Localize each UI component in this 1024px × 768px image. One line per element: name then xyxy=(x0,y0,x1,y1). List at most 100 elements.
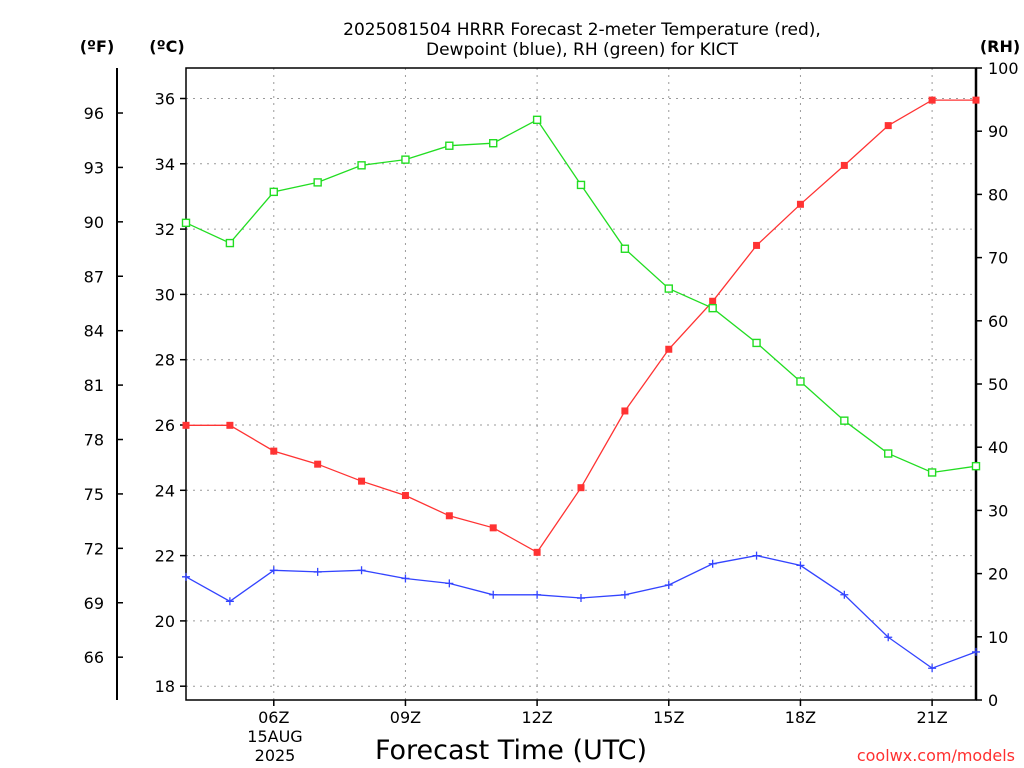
dewpoint-point xyxy=(445,579,454,588)
fahrenheit-tick-label: 90 xyxy=(84,213,104,232)
fahrenheit-tick-label: 96 xyxy=(84,104,104,123)
celsius-tick-label: 32 xyxy=(155,220,175,239)
fahrenheit-tick-label: 93 xyxy=(84,158,104,177)
temperature-point xyxy=(577,484,585,492)
temperature-point xyxy=(182,421,190,429)
temperature-point xyxy=(533,548,541,556)
rh-point xyxy=(620,244,630,253)
rh-tick-label: 60 xyxy=(988,312,1008,331)
rh-point xyxy=(225,238,235,248)
rh-point xyxy=(576,180,586,190)
dewpoint-point xyxy=(225,597,234,606)
celsius-tick-label: 34 xyxy=(155,155,175,174)
temperature-point xyxy=(358,477,366,485)
celsius-tick-label: 30 xyxy=(155,285,175,304)
temperature-point xyxy=(709,297,717,305)
temperature-point xyxy=(972,96,980,104)
temperature-point xyxy=(445,512,453,520)
celsius-tick-label: 22 xyxy=(155,547,175,566)
rh-tick-label: 40 xyxy=(988,438,1008,457)
dewpoint-point xyxy=(489,590,498,599)
rh-point xyxy=(884,449,893,458)
temperature-point xyxy=(796,200,804,208)
dewpoint-point xyxy=(708,559,717,568)
rh-tick-label: 0 xyxy=(988,691,998,710)
dewpoint-point xyxy=(796,561,805,570)
rh-point xyxy=(708,303,717,313)
dewpoint-point xyxy=(269,566,278,575)
grid-lines xyxy=(186,68,976,700)
dewpoint-point xyxy=(620,590,629,599)
dewpoint-point xyxy=(884,633,893,642)
fahrenheit-axis-ticks: 66 69 72 75 78 81 84 87 90 93 96 xyxy=(84,104,123,667)
chart-title-line-2: Dewpoint (blue), RH (green) for KICT xyxy=(426,40,739,60)
fahrenheit-tick-label: 72 xyxy=(84,539,104,558)
fahrenheit-tick-label: 75 xyxy=(84,485,104,504)
dewpoint-point xyxy=(313,567,322,576)
plot-frame xyxy=(185,67,977,701)
rh-point xyxy=(313,178,322,187)
rh-tick-label: 80 xyxy=(988,185,1008,204)
credit-link[interactable]: coolwx.com/models xyxy=(857,746,1015,765)
time-tick-label: 21Z xyxy=(916,708,947,727)
rh-point xyxy=(796,377,805,386)
fahrenheit-tick-label: 84 xyxy=(84,322,104,341)
temperature-point xyxy=(928,96,936,104)
fahrenheit-tick-label: 69 xyxy=(84,594,104,613)
celsius-tick-label: 26 xyxy=(155,416,175,435)
rh-point xyxy=(445,141,454,150)
celsius-tick-label: 28 xyxy=(155,351,175,370)
dewpoint-point xyxy=(972,647,980,656)
dewpoint-point xyxy=(664,580,673,589)
celsius-tick-label: 18 xyxy=(155,677,175,696)
rh-tick-label: 50 xyxy=(988,375,1008,394)
temperature-point xyxy=(840,161,848,169)
temperature-point xyxy=(621,407,629,415)
rh-point xyxy=(664,284,673,293)
time-axis-ticks: 06Z 09Z 12Z 15Z 18Z 21Z xyxy=(258,700,948,727)
dewpoint-point xyxy=(357,566,366,575)
time-tick-label: 09Z xyxy=(390,708,421,727)
time-tick-label: 12Z xyxy=(521,708,552,727)
temperature-point xyxy=(314,460,322,468)
time-tick-label: 18Z xyxy=(785,708,816,727)
temperature-point xyxy=(226,421,234,429)
rh-line xyxy=(185,118,977,474)
rh-point xyxy=(752,338,761,348)
rh-point xyxy=(269,187,278,197)
rh-point xyxy=(489,139,498,148)
celsius-tick-label: 36 xyxy=(155,90,175,109)
temperature-point xyxy=(270,447,278,455)
rh-point xyxy=(357,161,366,170)
rh-point xyxy=(181,218,191,228)
rh-tick-label: 90 xyxy=(988,122,1008,141)
x-axis-label: Forecast Time (UTC) xyxy=(375,735,647,766)
dewpoint-point xyxy=(401,574,410,583)
temperature-point xyxy=(489,524,497,532)
series-layer xyxy=(181,96,981,673)
dewpoint-point xyxy=(533,590,542,599)
time-tick-label: 15Z xyxy=(653,708,684,727)
rh-point xyxy=(840,416,849,425)
fahrenheit-tick-label: 87 xyxy=(84,267,104,286)
dewpoint-line xyxy=(185,554,977,669)
rh-point xyxy=(971,461,981,471)
rh-tick-label: 30 xyxy=(988,501,1008,520)
dewpoint-point xyxy=(928,664,937,673)
rh-tick-label: 100 xyxy=(988,59,1019,78)
temperature-point xyxy=(884,122,892,130)
rh-tick-label: 70 xyxy=(988,249,1008,268)
date-label-day: 15AUG xyxy=(247,727,302,746)
rh-point xyxy=(401,155,410,164)
dewpoint-point xyxy=(752,551,761,560)
temperature-point xyxy=(753,241,761,249)
rh-axis-ticks: 0 10 20 30 40 50 60 70 80 90 100 xyxy=(976,59,1019,710)
celsius-axis-ticks: 18 20 22 24 26 28 30 32 34 36 xyxy=(155,90,186,696)
rh-tick-label: 10 xyxy=(988,628,1008,647)
date-label-year: 2025 xyxy=(255,746,296,765)
temperature-point xyxy=(665,345,673,353)
fahrenheit-unit-label: (ºF) xyxy=(80,37,115,56)
dewpoint-point xyxy=(182,572,190,581)
rh-point xyxy=(532,115,542,125)
